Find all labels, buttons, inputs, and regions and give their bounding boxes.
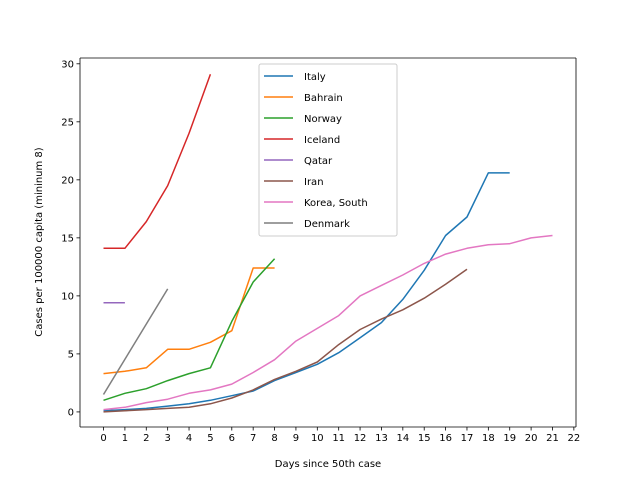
y-tick-label: 30 xyxy=(61,59,74,70)
x-tick-label: 21 xyxy=(546,433,559,444)
x-tick-label: 18 xyxy=(482,433,495,444)
y-tick-label: 0 xyxy=(68,407,74,418)
x-tick-label: 15 xyxy=(418,433,431,444)
y-tick-label: 20 xyxy=(61,175,74,186)
y-tick-label: 15 xyxy=(61,233,74,244)
x-tick-label: 4 xyxy=(186,433,192,444)
legend: Italy Bahrain Norway Iceland Qatar Iran Korea,… xyxy=(258,63,398,237)
legend-label-bahrain: Bahrain xyxy=(304,93,343,104)
legend-label-italy: Italy xyxy=(304,72,326,83)
x-tick-label: 13 xyxy=(375,433,388,444)
series-line-norway xyxy=(103,258,276,402)
y-tick-label: 25 xyxy=(61,117,74,128)
x-tick-label: 14 xyxy=(396,433,409,444)
legend-label-korea-south: Korea, South xyxy=(304,198,368,209)
x-tick-label: 8 xyxy=(271,433,277,444)
axes-frame xyxy=(79,57,577,428)
x-tick-label: 10 xyxy=(311,433,324,444)
x-tick-label: 11 xyxy=(332,433,345,444)
x-tick-label: 1 xyxy=(122,433,128,444)
x-axis-label: Days since 50th case xyxy=(275,459,381,470)
series-line-bahrain xyxy=(103,267,275,375)
series-line-denmark xyxy=(102,288,169,395)
x-tick-label: 0 xyxy=(100,433,106,444)
legend-label-norway: Norway xyxy=(304,114,342,125)
x-tick-label: 3 xyxy=(164,433,170,444)
series-layer xyxy=(102,73,553,413)
x-tick-label: 6 xyxy=(229,433,235,444)
series-line-iran xyxy=(103,268,468,413)
x-tick-label: 7 xyxy=(250,433,256,444)
x-tick-label: 19 xyxy=(503,433,516,444)
legend-label-denmark: Denmark xyxy=(304,219,350,230)
x-tick-label: 16 xyxy=(439,433,452,444)
series-line-iceland xyxy=(103,73,212,250)
x-tick-label: 22 xyxy=(567,433,580,444)
x-axis-ticks: 0 1 2 3 4 5 6 7 8 9 10 11 12 13 14 15 16 17 18 19 20 21 22 xyxy=(100,427,580,444)
x-tick-label: 20 xyxy=(525,433,538,444)
series-line-italy xyxy=(103,172,510,412)
legend-label-iran: Iran xyxy=(304,177,324,188)
y-axis-label: Cases per 100000 capita (mininum 8) xyxy=(34,147,45,336)
x-tick-label: 5 xyxy=(207,433,213,444)
x-tick-label: 12 xyxy=(354,433,367,444)
x-tick-label: 17 xyxy=(461,433,474,444)
y-axis-ticks: 0 5 10 15 20 25 30 xyxy=(61,59,80,418)
legend-box xyxy=(258,63,398,237)
series-line-korea-south xyxy=(103,234,553,411)
x-tick-label: 2 xyxy=(143,433,149,444)
y-tick-label: 5 xyxy=(68,349,74,360)
legend-label-qatar: Qatar xyxy=(304,156,333,167)
legend-label-iceland: Iceland xyxy=(304,135,340,146)
y-tick-label: 10 xyxy=(61,291,74,302)
x-tick-label: 9 xyxy=(293,433,299,444)
